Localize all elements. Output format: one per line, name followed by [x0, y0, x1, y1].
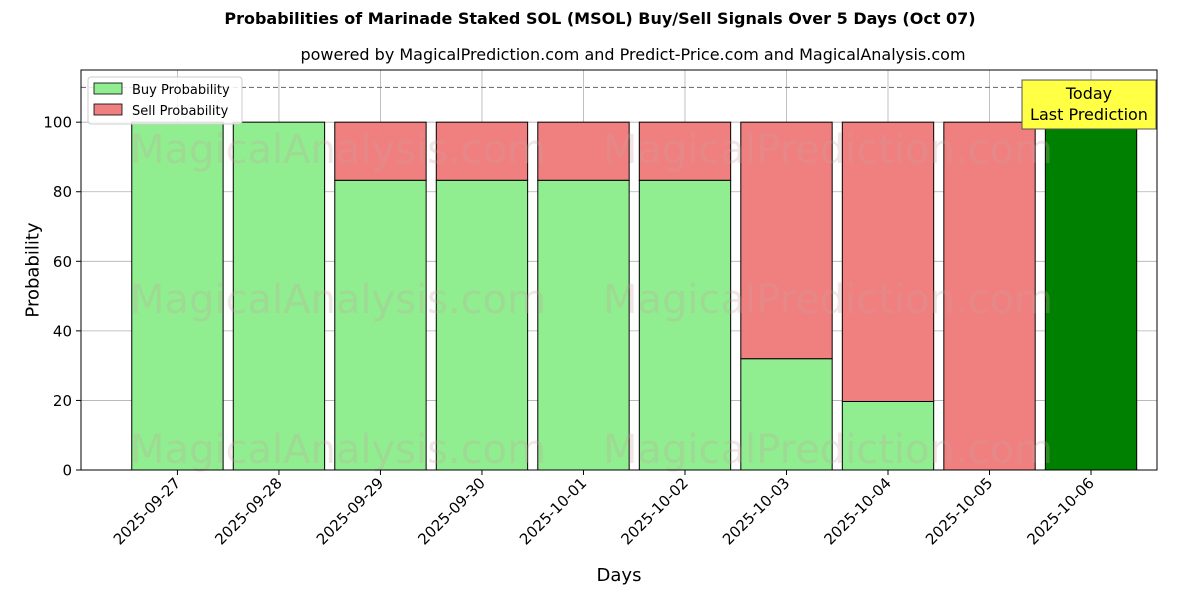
sell-bar [740, 121, 833, 360]
sell-bar [537, 121, 630, 181]
legend-sell-label: Sell Probability [132, 104, 229, 119]
watermark-layer: MagicalAnalysis.com MagicalPrediction.com… [130, 127, 1053, 473]
buy-bar [740, 358, 833, 471]
x-tick-label: 2025-09-28 [211, 474, 285, 548]
legend: Buy Probability Sell Probability [87, 76, 243, 125]
annotation-box [1021, 79, 1157, 130]
watermark: MagicalAnalysis.com [130, 127, 546, 173]
y-tick-label: 40 [53, 322, 72, 340]
buy-bar [334, 179, 427, 471]
buy-bar [1044, 121, 1138, 471]
buy-bar [841, 400, 935, 471]
sell-bar [841, 121, 935, 402]
watermark: MagicalPrediction.com [603, 427, 1053, 473]
x-axis-label: Days [597, 565, 642, 586]
x-tick-label: 2025-10-01 [516, 474, 590, 548]
x-tick-label: 2025-09-27 [110, 474, 184, 548]
y-tick-label: 0 [62, 462, 72, 480]
x-tick-label: 2025-10-03 [719, 474, 793, 548]
x-tick-label: 2025-10-04 [820, 474, 894, 548]
sell-bar [638, 121, 732, 181]
y-tick-label: 60 [53, 253, 72, 271]
watermark: MagicalAnalysis.com [130, 427, 546, 473]
x-tick-label: 2025-10-06 [1023, 474, 1097, 548]
y-axis-label: Probability [22, 222, 43, 317]
buy-bar [537, 179, 630, 471]
sell-bar [435, 121, 529, 181]
y-tick-label: 80 [53, 183, 72, 201]
legend-buy-swatch [93, 82, 123, 95]
annotation-line2: Last Prediction [1030, 105, 1148, 124]
legend-box [87, 76, 243, 125]
legend-sell-swatch [93, 103, 123, 116]
buy-bar [232, 121, 326, 471]
watermark: MagicalAnalysis.com [130, 277, 546, 323]
today-annotation: Today Last Prediction [1021, 79, 1157, 130]
sell-bar [334, 121, 427, 181]
sell-bar [943, 121, 1036, 471]
plot-frame [80, 69, 1158, 471]
x-tick-label: 2025-09-29 [313, 474, 387, 548]
y-tick-label: 20 [53, 392, 72, 410]
x-tick-label: 2025-10-05 [922, 474, 996, 548]
x-tick-label: 2025-09-30 [414, 474, 488, 548]
buy-bar [435, 179, 529, 471]
legend-buy-label: Buy Probability [132, 83, 230, 98]
x-tick-label: 2025-10-02 [617, 474, 691, 548]
chart-subtitle: powered by MagicalPrediction.com and Pre… [300, 45, 966, 64]
bars-layer [131, 121, 1138, 471]
buy-bar [638, 179, 732, 471]
annotation-line1: Today [1065, 84, 1112, 103]
watermark: MagicalPrediction.com [603, 127, 1053, 173]
buy-bar [131, 121, 224, 471]
y-tick-label: 100 [43, 114, 72, 132]
watermark: MagicalPrediction.com [603, 277, 1053, 323]
chart-title: Probabilities of Marinade Staked SOL (MS… [224, 9, 976, 28]
